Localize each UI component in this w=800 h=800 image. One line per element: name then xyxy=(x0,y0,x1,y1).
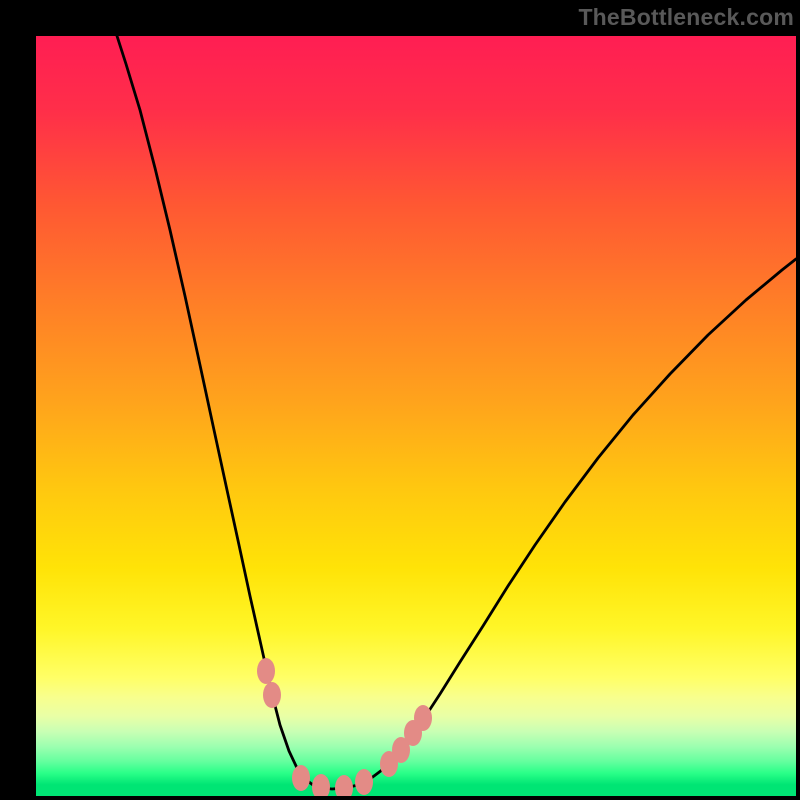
marker-point xyxy=(257,658,275,684)
marker-point xyxy=(263,682,281,708)
marker-point xyxy=(414,705,432,731)
watermark-text: TheBottleneck.com xyxy=(578,4,794,31)
bottleneck-chart xyxy=(0,0,800,800)
marker-point xyxy=(292,765,310,791)
marker-point xyxy=(355,769,373,795)
